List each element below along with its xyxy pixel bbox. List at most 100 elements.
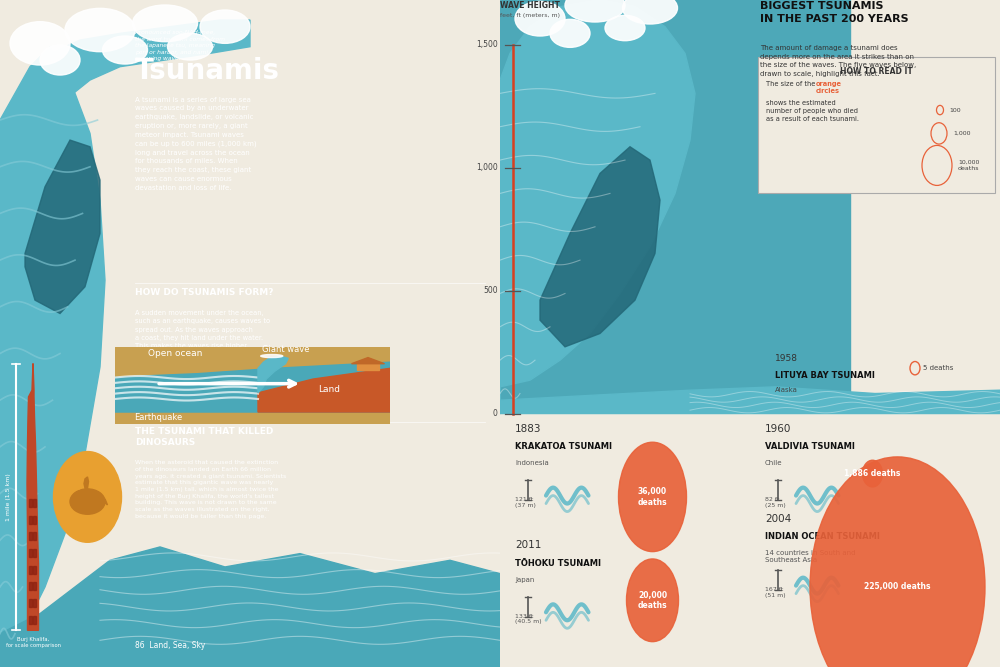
Bar [33,616,36,624]
Polygon shape [0,547,500,667]
Polygon shape [0,47,105,667]
Ellipse shape [65,8,135,52]
Text: 1883: 1883 [515,424,542,434]
Polygon shape [500,387,1000,414]
Text: Giant wave: Giant wave [262,346,309,354]
Text: 167 ft
(51 m): 167 ft (51 m) [765,587,786,598]
Bar [33,532,36,540]
Text: HOW DO TSUNAMIS FORM?: HOW DO TSUNAMIS FORM? [135,288,274,297]
Text: Japan: Japan [515,577,534,583]
Bar [33,566,36,574]
Text: Chile: Chile [765,460,782,466]
Text: 133 ft
(40.5 m): 133 ft (40.5 m) [515,614,542,624]
Text: 0: 0 [493,409,498,418]
Bar [357,364,379,370]
Ellipse shape [605,15,645,41]
Text: Indonesia: Indonesia [515,460,549,466]
Bar [29,599,32,607]
Polygon shape [258,368,390,412]
Text: The amount of damage a tsunami does
depends more on the area it strikes than on
: The amount of damage a tsunami does depe… [760,45,916,77]
Text: KRAKATOA TSUNAMI: KRAKATOA TSUNAMI [515,442,612,451]
Polygon shape [540,147,660,347]
Polygon shape [10,20,250,120]
Text: 2011: 2011 [515,540,541,550]
FancyBboxPatch shape [758,57,995,193]
Text: 14 countries in South and
Southeast Asia: 14 countries in South and Southeast Asia [765,550,856,563]
Text: THE TSUNAMI THAT KILLED
DINOSAURS: THE TSUNAMI THAT KILLED DINOSAURS [135,427,273,448]
Text: 1960: 1960 [765,424,791,434]
Ellipse shape [550,19,590,47]
Bar [29,549,32,557]
Text: LITUYA BAY TSUNAMI: LITUYA BAY TSUNAMI [775,371,875,380]
Text: A sudden movement under the ocean,
such as an earthquake, causes waves to
spread: A sudden movement under the ocean, such … [135,310,270,358]
Bar [29,566,32,574]
Ellipse shape [618,442,686,552]
Bar [29,499,32,507]
Text: 20,000
deaths: 20,000 deaths [638,590,667,610]
Text: VALDIVIA TSUNAMI: VALDIVIA TSUNAMI [765,442,855,451]
Bar [33,516,36,524]
Text: BIGGEST TSUNAMIS
IN THE PAST 200 YEARS: BIGGEST TSUNAMIS IN THE PAST 200 YEARS [760,1,909,24]
Text: Burj Khalifa,
for scale comparison: Burj Khalifa, for scale comparison [6,637,60,648]
Text: 1,000: 1,000 [953,131,970,136]
Text: Earthquake: Earthquake [134,414,182,422]
Text: 1,500: 1,500 [476,40,498,49]
Text: HOW TO READ IT: HOW TO READ IT [840,67,912,75]
Text: 36,000
deaths: 36,000 deaths [638,487,667,507]
Text: 121 ft
(37 m): 121 ft (37 m) [515,497,536,508]
Text: shows the estimated
number of people who died
as a result of each tsunami.: shows the estimated number of people who… [766,100,859,122]
Polygon shape [258,356,288,393]
Text: Tsunamis: Tsunamis [135,57,280,85]
Polygon shape [27,364,38,630]
Text: The size of the: The size of the [766,81,818,87]
Text: 100: 100 [950,107,961,113]
Text: Open ocean: Open ocean [148,349,203,358]
Bar [29,532,32,540]
Text: When the asteroid that caused the extinction
of the dinosaurs landed on Earth 66: When the asteroid that caused the extinc… [135,460,286,519]
Bar [29,516,32,524]
Ellipse shape [10,22,70,65]
Bar [500,0,850,414]
Ellipse shape [200,10,250,43]
Circle shape [54,452,122,542]
Polygon shape [352,358,384,364]
Text: INDIAN OCEAN TSUNAMI: INDIAN OCEAN TSUNAMI [765,532,880,541]
Polygon shape [84,477,88,488]
Ellipse shape [862,460,883,487]
Text: A tsunami is a series of large sea
waves caused by an underwater
earthquake, lan: A tsunami is a series of large sea waves… [135,97,257,191]
Polygon shape [115,362,390,412]
Text: 5 deaths: 5 deaths [923,366,953,371]
Ellipse shape [168,33,212,60]
Text: orange
circles: orange circles [816,81,842,94]
Text: 500: 500 [483,286,498,295]
Bar [29,616,32,624]
Text: feet, ft (meters, m): feet, ft (meters, m) [501,13,560,18]
Bar [33,582,36,590]
Text: Pronounced soo-NAH-mee,
the word tsunami comes from
the Japanese tsu, meaning
po: Pronounced soo-NAH-mee, the word tsunami… [135,30,225,61]
Bar [33,599,36,607]
Ellipse shape [565,0,625,22]
Text: WAVE HEIGHT: WAVE HEIGHT [501,1,560,9]
Text: 1 mile (1.5 km): 1 mile (1.5 km) [6,473,11,521]
Text: 1,886 deaths: 1,886 deaths [844,469,901,478]
Ellipse shape [103,36,148,64]
Polygon shape [25,140,100,313]
Ellipse shape [70,489,105,514]
Text: 10,000
deaths: 10,000 deaths [958,160,980,171]
Ellipse shape [622,0,678,24]
Ellipse shape [40,45,80,75]
Text: Alaska: Alaska [775,387,798,393]
Ellipse shape [626,559,678,642]
Ellipse shape [515,1,565,36]
Text: 1958: 1958 [775,354,798,362]
Text: TŌHOKU TSUNAMI: TŌHOKU TSUNAMI [515,559,601,568]
Bar [33,499,36,507]
Polygon shape [104,499,108,505]
Text: Land: Land [318,385,340,394]
Bar [500,414,1000,667]
Text: 86  Land, Sea, Sky: 86 Land, Sea, Sky [135,642,205,650]
Text: 2004: 2004 [765,514,791,524]
Ellipse shape [810,457,985,667]
Ellipse shape [132,5,198,41]
Text: 225,000 deaths: 225,000 deaths [864,582,931,592]
